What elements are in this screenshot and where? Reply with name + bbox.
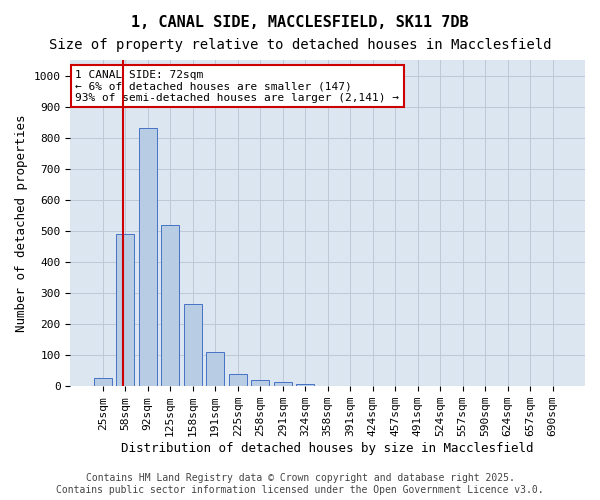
Bar	[94, 378, 112, 386]
Bar	[296, 384, 314, 386]
Text: 1 CANAL SIDE: 72sqm
← 6% of detached houses are smaller (147)
93% of semi-detach: 1 CANAL SIDE: 72sqm ← 6% of detached hou…	[76, 70, 400, 103]
Bar	[206, 352, 224, 386]
Y-axis label: Number of detached properties: Number of detached properties	[15, 114, 28, 332]
Bar	[274, 382, 292, 386]
Text: 1, CANAL SIDE, MACCLESFIELD, SK11 7DB: 1, CANAL SIDE, MACCLESFIELD, SK11 7DB	[131, 15, 469, 30]
Bar	[161, 224, 179, 386]
Bar	[116, 234, 134, 386]
Bar	[139, 128, 157, 386]
X-axis label: Distribution of detached houses by size in Macclesfield: Distribution of detached houses by size …	[121, 442, 534, 455]
Bar	[229, 374, 247, 386]
Text: Contains HM Land Registry data © Crown copyright and database right 2025.
Contai: Contains HM Land Registry data © Crown c…	[56, 474, 544, 495]
Bar	[184, 304, 202, 386]
Bar	[251, 380, 269, 386]
Text: Size of property relative to detached houses in Macclesfield: Size of property relative to detached ho…	[49, 38, 551, 52]
